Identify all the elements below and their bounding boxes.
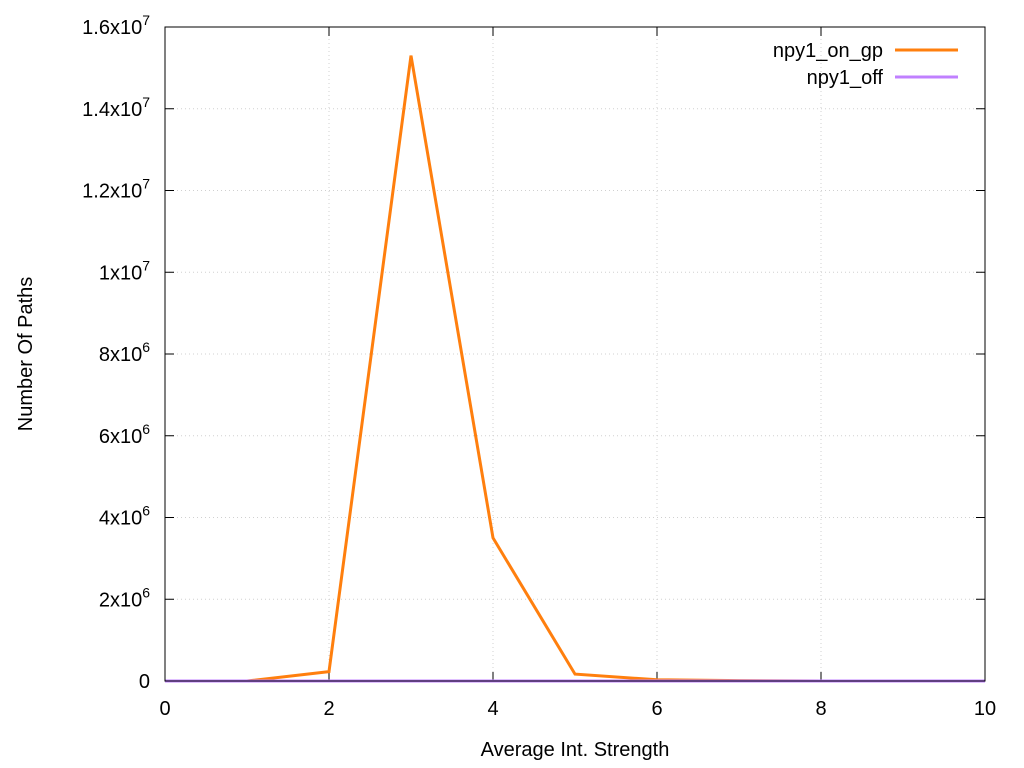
y-tick-label: 1.6x107 <box>82 12 150 39</box>
y-tick-label: 4x106 <box>99 503 150 530</box>
x-tick-labels: 0 2 4 6 8 10 <box>159 698 996 720</box>
gridlines <box>165 27 985 681</box>
legend: npy1_on_gp npy1_off <box>773 40 958 89</box>
y-tick-label: 1.4x107 <box>82 94 150 121</box>
y-axis-label: Number Of Paths <box>15 277 37 432</box>
series-lines <box>165 55 985 683</box>
x-tick-label: 10 <box>974 698 996 720</box>
x-tick-label: 4 <box>487 698 498 720</box>
x-tick-label: 6 <box>651 698 662 720</box>
y-tick-label: 8x106 <box>99 339 150 366</box>
y-tick-labels: 0 2x106 4x106 6x106 8x106 1x107 1.2x107 1.4x107… <box>82 12 150 693</box>
y-tick-label: 2x106 <box>99 584 150 611</box>
y-tick-label: 1x107 <box>99 257 150 284</box>
y-tick-label: 0 <box>139 671 150 693</box>
legend-label: npy1_on_gp <box>773 40 883 62</box>
legend-label: npy1_off <box>807 67 884 89</box>
y-tick-label: 1.2x107 <box>82 176 150 203</box>
series-line-npy1_on_gp <box>165 55 985 683</box>
x-axis-label: Average Int. Strength <box>481 739 670 761</box>
x-tick-label: 8 <box>815 698 826 720</box>
plot-frame <box>164 26 986 682</box>
y-tick-label: 6x106 <box>99 421 150 448</box>
x-tick-label: 2 <box>323 698 334 720</box>
x-tick-label: 0 <box>159 698 170 720</box>
